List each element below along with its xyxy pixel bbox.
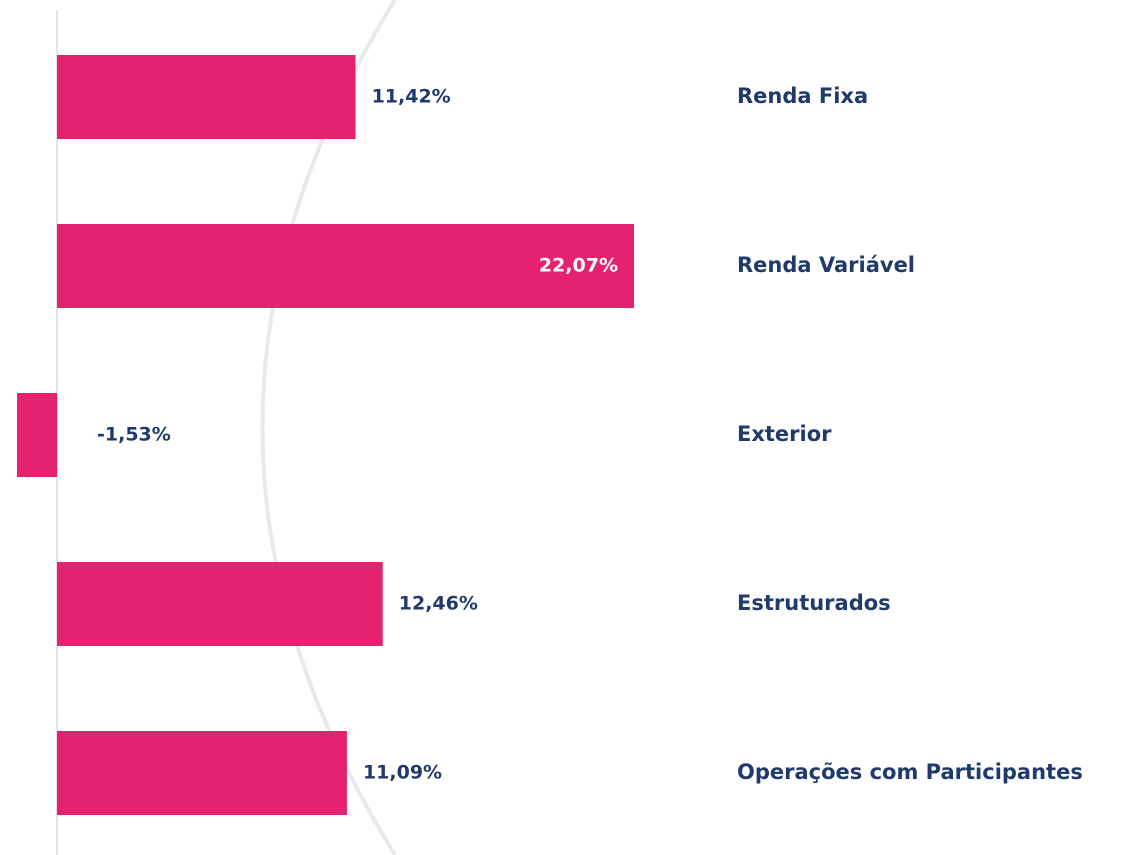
- category-label: Renda Fixa: [737, 84, 868, 108]
- value-label: 22,07%: [539, 255, 618, 277]
- category-label: Exterior: [737, 422, 832, 446]
- category-label: Renda Variável: [737, 253, 915, 277]
- bar: [57, 562, 383, 646]
- bar: [57, 224, 634, 308]
- value-label: -1,53%: [97, 424, 171, 446]
- bar: [57, 55, 356, 139]
- category-label: Operações com Participantes: [737, 760, 1083, 784]
- value-label: 11,09%: [363, 762, 442, 784]
- category-label: Estruturados: [737, 591, 891, 615]
- value-label: 11,42%: [372, 86, 451, 108]
- value-label: 12,46%: [399, 593, 478, 615]
- bar: [57, 731, 347, 815]
- bar: [16, 393, 57, 477]
